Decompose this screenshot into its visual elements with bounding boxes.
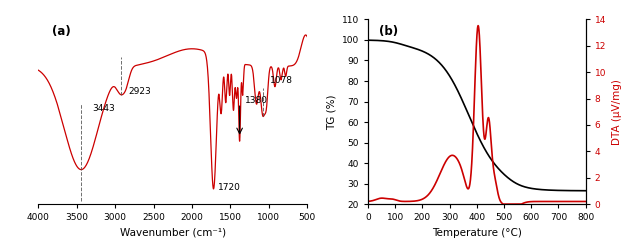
Text: (a): (a)	[52, 25, 70, 38]
Text: 1720: 1720	[218, 183, 241, 192]
Text: 1380: 1380	[245, 96, 268, 105]
Y-axis label: TG (%): TG (%)	[326, 94, 336, 130]
Text: 1078: 1078	[269, 76, 292, 85]
X-axis label: Wavenumber (cm⁻¹): Wavenumber (cm⁻¹)	[120, 228, 226, 238]
Text: 2923: 2923	[128, 87, 150, 96]
Y-axis label: DTA (μV/mg): DTA (μV/mg)	[612, 79, 621, 145]
Text: 3443: 3443	[92, 104, 115, 113]
X-axis label: Temperature (°C): Temperature (°C)	[432, 228, 522, 238]
Text: (b): (b)	[379, 25, 398, 38]
